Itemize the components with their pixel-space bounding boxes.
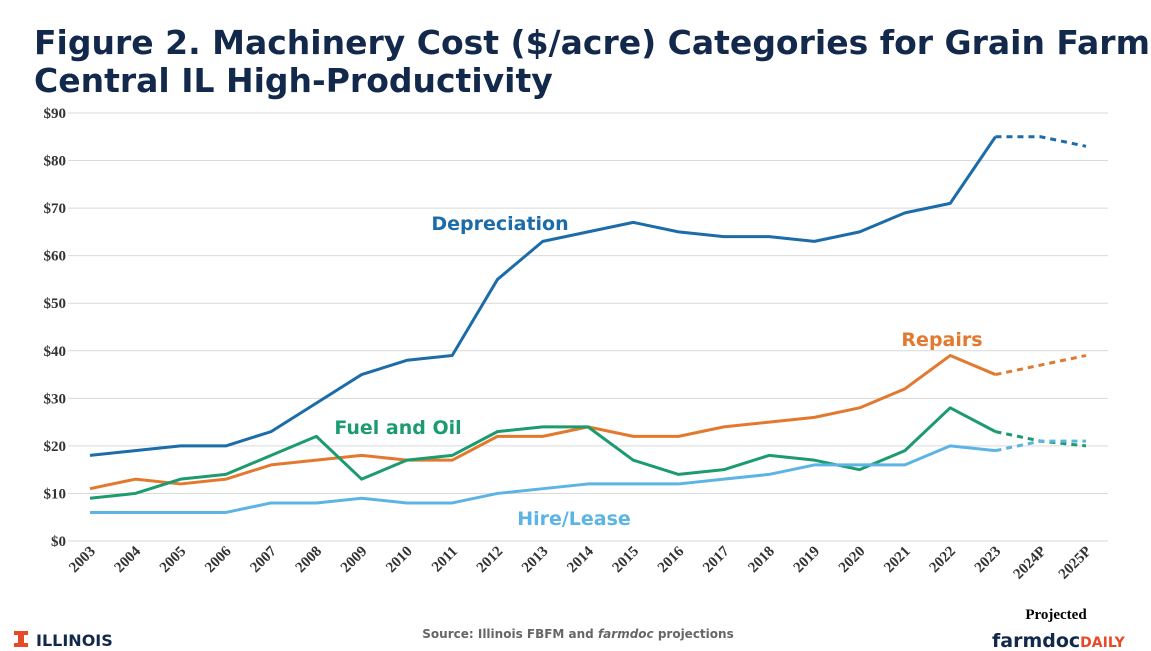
chart-title: Central IL High-Productivity	[34, 61, 553, 100]
series-line	[995, 135, 1087, 148]
series-label: Depreciation	[431, 213, 568, 235]
x-tick-label: 2025P	[1056, 544, 1095, 583]
source-text: projections	[654, 627, 734, 641]
y-tick-label: $20	[44, 439, 67, 455]
x-tick-label: 2009	[338, 544, 371, 577]
source-text: Source: Illinois FBFM and	[422, 627, 598, 641]
x-tick-label: 2019	[791, 544, 824, 577]
series-line	[995, 430, 1087, 448]
x-tick-label: 2020	[836, 544, 869, 577]
source-text: farmdoc	[598, 627, 654, 641]
series-label: Hire/Lease	[517, 508, 631, 530]
x-tick-label: 2017	[700, 543, 733, 576]
y-tick-label: $90	[44, 106, 67, 122]
x-tick-label: 2011	[429, 544, 461, 576]
chart-title: Figure 2. Machinery Cost ($/acre) Catego…	[34, 23, 1151, 62]
x-tick-label: 2013	[519, 544, 552, 577]
series-line	[90, 444, 996, 514]
y-tick-label: $40	[44, 344, 67, 360]
series-line	[89, 406, 997, 500]
y-tick-label: $70	[44, 201, 67, 217]
logo-text: farmdoc	[992, 630, 1080, 651]
x-tick-label: 2008	[293, 544, 326, 577]
x-tick-label: 2004	[112, 543, 145, 576]
projected-label: Projected	[1025, 607, 1087, 623]
series-label: Fuel and Oil	[334, 417, 461, 439]
series-line	[995, 354, 1087, 377]
source: Source: Illinois FBFM and farmdoc projec…	[422, 627, 733, 641]
y-tick-label: $50	[44, 296, 67, 312]
x-tick-label: 2010	[383, 544, 416, 577]
x-tick-label: 2006	[202, 543, 235, 576]
y-tick-label: $0	[51, 534, 66, 550]
series-line	[89, 135, 997, 457]
x-tick-label: 2015	[610, 544, 643, 577]
series-label: Repairs	[901, 329, 982, 351]
x-tick-label: 2012	[474, 544, 507, 577]
illinois-mark	[14, 631, 28, 647]
x-tick-label: 2007	[247, 543, 280, 576]
y-tick-label: $80	[44, 154, 67, 170]
x-tick-label: 2024P	[1011, 544, 1050, 583]
x-tick-label: 2021	[881, 544, 914, 577]
x-tick-label: 2005	[157, 544, 190, 577]
series-line	[995, 439, 1086, 453]
y-tick-label: $10	[44, 486, 67, 502]
x-tick-label: 2022	[926, 544, 959, 577]
farmdoc-logo: farmdocDAILY	[992, 630, 1126, 651]
illinois-logo: ILLINOIS	[14, 631, 113, 650]
x-tick-label: 2023	[972, 544, 1005, 577]
series-line	[89, 354, 997, 491]
logo-text: ILLINOIS	[36, 631, 113, 650]
x-tick-label: 2003	[66, 544, 99, 577]
logo-text: DAILY	[1080, 635, 1125, 651]
x-tick-label: 2014	[564, 543, 597, 576]
y-tick-label: $30	[44, 391, 67, 407]
x-tick-label: 2018	[745, 544, 778, 577]
y-tick-label: $60	[44, 249, 67, 265]
x-tick-label: 2016	[655, 543, 688, 576]
